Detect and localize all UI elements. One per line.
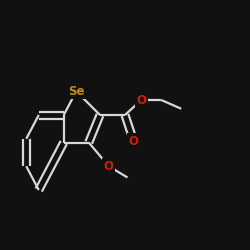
Text: O: O <box>129 135 139 148</box>
Text: Se: Se <box>68 85 84 98</box>
Text: O: O <box>104 160 114 173</box>
Text: O: O <box>136 94 146 106</box>
